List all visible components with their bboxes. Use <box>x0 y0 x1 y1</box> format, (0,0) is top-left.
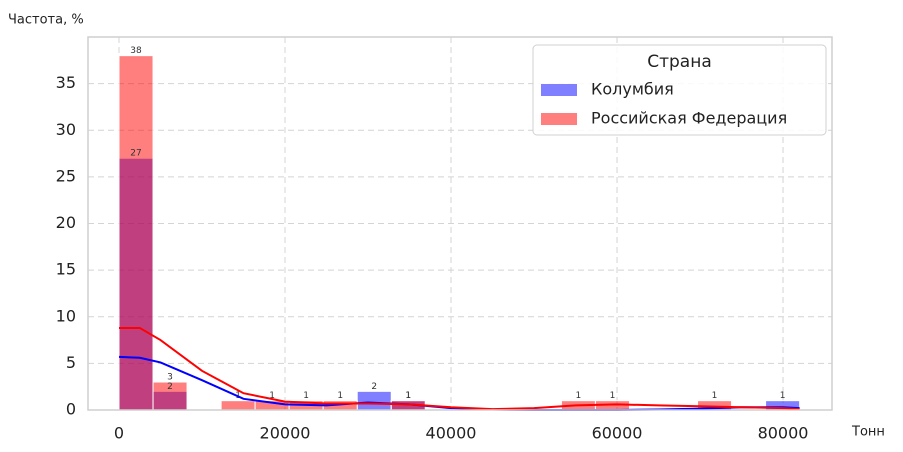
data-label: 1 <box>303 391 309 401</box>
data-label: 1 <box>405 391 411 401</box>
data-label: 1 <box>405 391 411 401</box>
y-tick-label: 10 <box>56 306 76 325</box>
x-tick-label: 20000 <box>260 424 311 443</box>
legend: Страна Колумбия Российская Федерация <box>532 44 827 136</box>
data-label: 1 <box>269 391 275 401</box>
data-label: 38 <box>130 46 142 56</box>
y-tick-label: 30 <box>56 120 76 139</box>
y-axis-label: Частота, % <box>8 13 84 28</box>
data-label: 1 <box>337 391 343 401</box>
data-label: 1 <box>610 391 616 401</box>
data-label: 1 <box>712 391 718 401</box>
y-tick-label: 25 <box>56 166 76 185</box>
x-tick-label: 80000 <box>758 424 809 443</box>
data-label: 3 <box>167 373 173 383</box>
y-tick-label: 5 <box>66 353 76 372</box>
legend-swatch <box>541 113 577 125</box>
legend-label: Российская Федерация <box>591 109 787 128</box>
data-label: 1 <box>576 391 582 401</box>
y-tick-label: 0 <box>66 400 76 419</box>
x-tick-label: 40000 <box>426 424 477 443</box>
kde-line <box>119 326 800 411</box>
bar <box>356 390 392 411</box>
plot-frame <box>87 36 833 411</box>
data-label: 2 <box>371 382 377 392</box>
data-label: 27 <box>130 149 141 159</box>
y-tick-label: 35 <box>56 73 76 92</box>
data-label: 2 <box>167 382 173 392</box>
x-axis-label: Тонн <box>851 425 885 440</box>
x-tick-label: 0 <box>114 424 124 443</box>
legend-swatch <box>541 84 577 96</box>
data-label: 1 <box>780 391 786 401</box>
y-tick-label: 20 <box>56 213 76 232</box>
legend-box <box>532 44 827 136</box>
bar <box>220 400 256 411</box>
legend-label: Колумбия <box>591 80 674 99</box>
x-tick-label: 60000 <box>592 424 643 443</box>
legend-title: Страна <box>647 52 712 72</box>
y-tick-label: 15 <box>56 260 76 279</box>
